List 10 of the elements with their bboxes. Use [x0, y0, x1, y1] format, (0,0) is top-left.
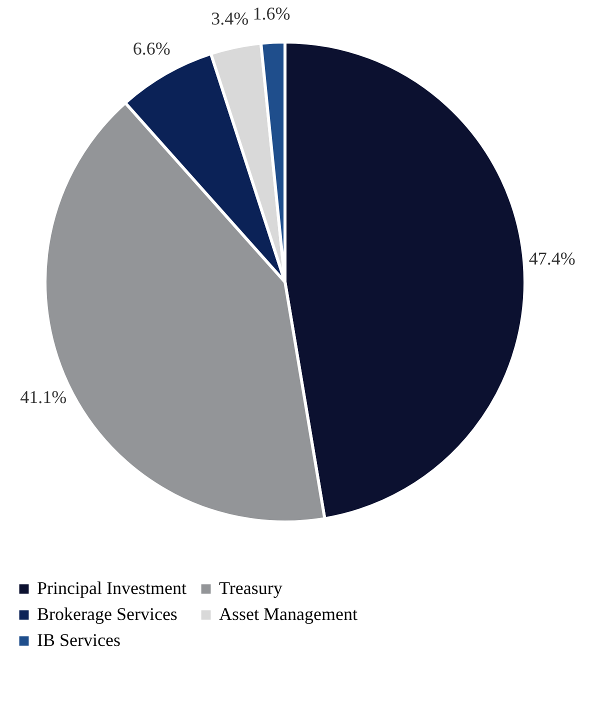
- legend-label: Principal Investment: [37, 578, 186, 598]
- data-label: 3.4%: [211, 8, 249, 29]
- data-label: 6.6%: [132, 38, 170, 59]
- legend-label: Asset Management: [219, 604, 358, 624]
- data-label: 47.4%: [528, 248, 576, 269]
- data-label: 1.6%: [252, 3, 290, 24]
- data-label: 41.1%: [20, 386, 67, 407]
- legend-label: Brokerage Services: [37, 604, 178, 624]
- legend-label: Treasury: [219, 578, 282, 598]
- legend-label: IB Services: [37, 630, 120, 650]
